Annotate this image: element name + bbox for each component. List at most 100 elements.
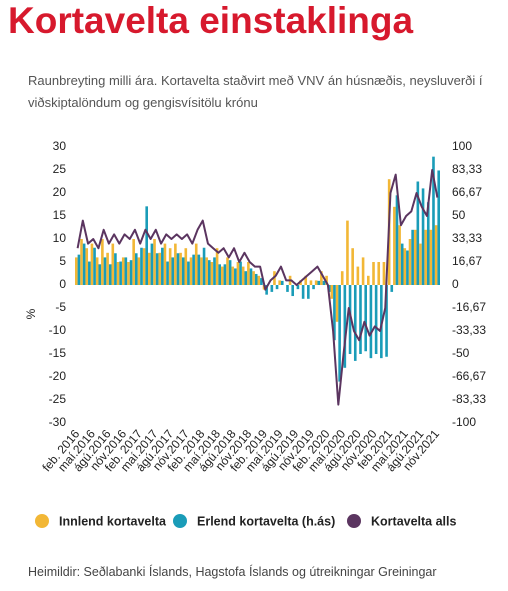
bar: [103, 257, 107, 285]
bar: [197, 254, 201, 285]
bar: [189, 257, 193, 285]
bar: [382, 262, 386, 285]
y2-tick-label: 50: [452, 208, 466, 222]
bar: [359, 285, 362, 354]
legend-label: Erlend kortavelta (h.ás): [197, 514, 335, 528]
bar: [351, 248, 354, 285]
bar: [228, 260, 232, 285]
bar: [121, 257, 125, 285]
y-axis-label: %: [24, 308, 38, 319]
y-tick-label: -20: [49, 369, 67, 383]
bar: [145, 206, 148, 285]
bar: [437, 170, 440, 285]
bar: [278, 280, 281, 285]
bar: [98, 264, 102, 285]
y-tick-label: 0: [59, 277, 66, 291]
bar: [340, 271, 344, 285]
bar: [432, 156, 435, 285]
y-tick-label: -30: [49, 415, 67, 429]
source-note: Heimildir: Seðlabanki Íslands, Hagstofa …: [28, 565, 437, 579]
bar: [205, 257, 208, 285]
bar: [239, 261, 242, 285]
bar: [202, 247, 206, 285]
bar: [385, 285, 388, 357]
bar: [421, 188, 425, 285]
bar: [406, 250, 409, 285]
bar: [187, 261, 190, 285]
y2-tick-label: 16,67: [452, 254, 482, 268]
bar: [377, 262, 381, 285]
y-tick-label: 10: [53, 231, 67, 245]
bar: [411, 229, 414, 285]
bar: [348, 285, 352, 354]
bar: [301, 285, 305, 299]
bar: [346, 220, 349, 285]
bar: [218, 264, 221, 285]
bar: [286, 285, 289, 292]
y2-tick-label: 66,67: [452, 185, 482, 199]
bar: [231, 266, 235, 285]
bar: [291, 285, 294, 297]
bar: [155, 253, 159, 285]
bar: [213, 257, 216, 285]
bar: [343, 285, 347, 368]
y2-tick-label: -16,67: [452, 300, 486, 314]
bar: [150, 243, 154, 285]
bar: [390, 285, 394, 292]
bar: [153, 239, 156, 285]
bar: [223, 264, 227, 285]
chart-title: Kortavelta einstaklinga: [8, 0, 414, 41]
bar: [127, 262, 130, 285]
y-tick-label: -25: [49, 392, 67, 406]
bar: [353, 285, 357, 361]
bar: [400, 243, 404, 285]
bar: [179, 252, 182, 285]
y-tick-label: -10: [49, 323, 67, 337]
bar: [134, 253, 138, 285]
bar: [80, 239, 83, 285]
y-tick-label: -5: [55, 300, 66, 314]
bar: [168, 248, 172, 285]
bar: [265, 285, 268, 295]
y-tick-label: 20: [53, 185, 67, 199]
bar: [314, 280, 318, 285]
y2-tick-label: -66,67: [452, 369, 486, 383]
bar: [416, 181, 420, 285]
bar: [361, 257, 365, 285]
bar: [309, 280, 313, 285]
bar: [367, 275, 370, 285]
y-tick-label: 15: [53, 208, 67, 222]
bar: [254, 273, 258, 285]
bar: [403, 248, 407, 285]
y-tick-label: 25: [53, 162, 67, 176]
bar: [260, 278, 263, 285]
line: [76, 169, 439, 406]
bar: [207, 260, 211, 285]
bar: [116, 262, 120, 285]
bar: [338, 285, 341, 382]
bar: [372, 262, 375, 285]
bar: [181, 257, 185, 285]
bar: [307, 285, 310, 299]
bar: [93, 247, 96, 285]
bar: [194, 243, 198, 285]
bar: [434, 225, 438, 285]
y2-tick-label: 0: [452, 277, 459, 291]
bar: [252, 271, 255, 285]
bar: [335, 285, 339, 322]
legend-label: Innlend kortavelta: [59, 514, 167, 528]
chart: % 302520151050-5-10-15-20-25-3010083,336…: [24, 139, 486, 528]
bar: [75, 257, 78, 285]
bar: [161, 247, 164, 285]
bar: [77, 254, 81, 285]
bar: [88, 261, 91, 285]
bar: [95, 257, 99, 285]
bar: [184, 248, 188, 285]
bar: [158, 252, 162, 285]
bar: [166, 261, 169, 285]
bar: [312, 285, 315, 290]
bar: [356, 266, 360, 285]
bar: [114, 253, 117, 285]
y2-tick-label: -33,33: [452, 323, 486, 337]
chart-subtitle: Raunbreyting milli ára. Kortavelta staðv…: [28, 73, 483, 110]
